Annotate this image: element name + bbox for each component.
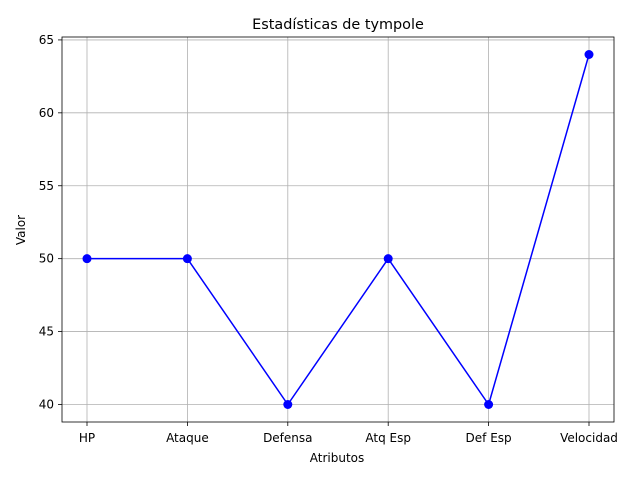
x-tick-label: HP <box>79 431 95 445</box>
y-tick-label: 50 <box>39 252 54 266</box>
y-tick-label: 40 <box>39 398 54 412</box>
x-tick-label: Ataque <box>166 431 209 445</box>
y-axis-ticks: 40 45 50 55 60 65 <box>39 33 62 412</box>
y-tick-label: 55 <box>39 179 54 193</box>
x-tick-label: Defensa <box>263 431 312 445</box>
plot-frame <box>61 36 615 423</box>
data-point <box>383 254 393 264</box>
data-point <box>484 400 494 409</box>
chart-title: Estadísticas de tympole <box>252 17 424 33</box>
data-point <box>283 400 293 409</box>
x-tick-label: Atq Esp <box>365 431 411 445</box>
grid <box>62 37 614 422</box>
data-point <box>584 50 594 59</box>
x-tick-label: Velocidad <box>560 431 618 445</box>
data-point <box>82 254 92 264</box>
y-tick-label: 65 <box>39 33 54 47</box>
x-tick-label: Def Esp <box>466 431 512 445</box>
data-point <box>182 254 192 264</box>
y-tick-label: 60 <box>39 106 54 120</box>
x-axis-label: Atributos <box>310 451 365 465</box>
y-axis-label: Valor <box>14 215 28 245</box>
series-tympole <box>82 50 594 409</box>
x-axis-ticks: HP Ataque Defensa Atq Esp Def Esp Velocidad <box>79 422 618 445</box>
axes-frame <box>61 36 615 423</box>
series-line <box>87 54 590 406</box>
y-tick-label: 45 <box>39 325 54 339</box>
